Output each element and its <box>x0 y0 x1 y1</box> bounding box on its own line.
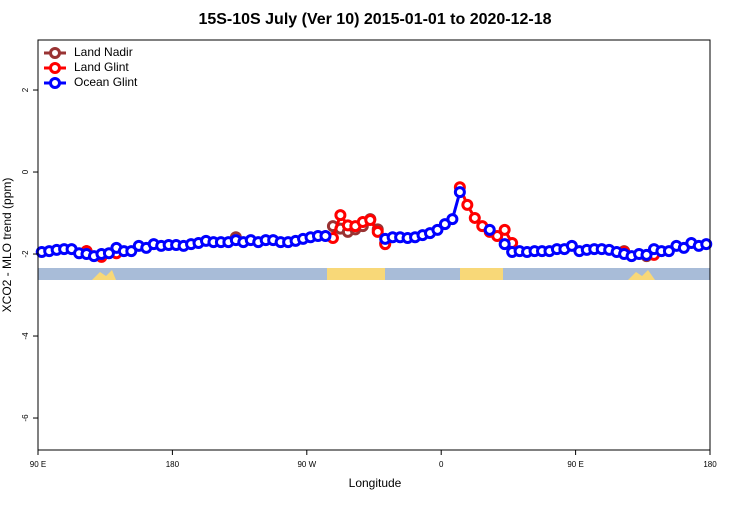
y-tick-label: -6 <box>21 414 30 422</box>
plot-frame <box>37 39 711 451</box>
plot-area <box>35 181 713 263</box>
data-point <box>461 198 474 211</box>
x-tick-label: 90 E <box>567 460 583 469</box>
data-point <box>364 213 377 226</box>
legend-label: Land Nadir <box>74 45 133 59</box>
data-point <box>565 239 578 252</box>
x-tick-label: 90 W <box>297 460 316 469</box>
land-strip <box>628 270 655 280</box>
x-tick-label: 0 <box>439 460 444 469</box>
legend-label: Ocean Glint <box>74 75 138 89</box>
data-point <box>102 247 115 260</box>
data-point <box>468 211 481 224</box>
y-tick-label: 2 <box>21 87 30 92</box>
x-tick-label: 180 <box>166 460 180 469</box>
data-point <box>319 229 332 242</box>
surface-strip <box>38 268 710 280</box>
y-axis-label: XCO2 - MLO trend (ppm) <box>0 178 14 313</box>
data-point <box>640 248 653 261</box>
legend-marker <box>49 47 61 59</box>
data-point <box>498 238 511 251</box>
data-point <box>453 186 466 199</box>
data-point <box>125 245 138 258</box>
data-point <box>334 209 347 222</box>
land-strip <box>327 268 385 280</box>
land-strip <box>460 268 503 280</box>
legend-label: Land Glint <box>74 60 129 74</box>
x-tick-label: 90 E <box>30 460 46 469</box>
legend-marker <box>49 62 61 74</box>
land-strip <box>92 270 116 280</box>
data-point <box>498 223 511 236</box>
data-point <box>483 223 496 236</box>
y-tick-label: -4 <box>21 332 30 340</box>
data-point <box>371 225 384 238</box>
data-point <box>431 223 444 236</box>
legend-marker <box>49 77 61 89</box>
data-point <box>662 245 675 258</box>
data-point <box>491 229 504 242</box>
y-tick-label: -2 <box>21 250 30 258</box>
x-tick-label: 180 <box>703 460 717 469</box>
x-axis-label: Longitude <box>349 476 402 490</box>
chart-title: 15S-10S July (Ver 10) 2015-01-01 to 2020… <box>198 11 551 28</box>
y-tick-label: 0 <box>21 169 30 174</box>
data-point <box>446 213 459 226</box>
data-point <box>700 238 713 251</box>
